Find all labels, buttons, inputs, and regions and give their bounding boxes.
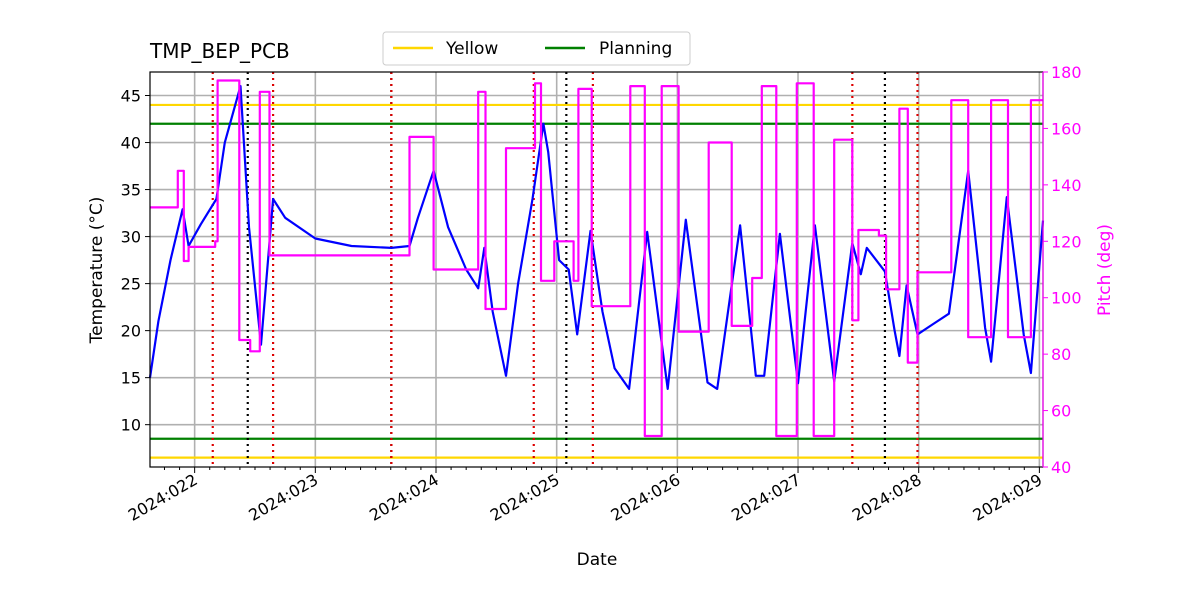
y2-tick-label: 140 [1051,176,1082,195]
y2-tick-label: 40 [1051,458,1071,477]
pitch-series-line [150,79,1043,438]
y-tick-label: 10 [121,416,141,435]
y2-tick-label: 60 [1051,402,1071,421]
legend: Yellow Planning [382,31,691,66]
y2-tick-label: 120 [1051,232,1082,251]
legend-box [382,31,691,66]
y-tick-label: 40 [121,134,141,153]
y2-tick-label: 100 [1051,289,1082,308]
y-tick-label: 30 [121,228,141,247]
y-tick-label: 35 [121,181,141,200]
y-tick-label: 20 [121,322,141,341]
y2-tick-label: 80 [1051,345,1071,364]
y-axis-label: Temperature (°C) [87,197,107,345]
x-axis-label: Date [577,550,618,570]
data-series [148,79,1045,438]
y2-tick-label: 180 [1051,63,1082,82]
y-tick-label: 45 [121,87,141,106]
legend-label-planning: Planning [599,39,672,59]
legend-label-yellow: Yellow [445,39,498,59]
y-tick-label: 25 [121,275,141,294]
limit-lines [150,103,1043,459]
y-tick-label: 15 [121,369,141,388]
y2-axis-label: Pitch (deg) [1095,224,1115,316]
chart-title: TMP_BEP_PCB [149,39,290,63]
y2-tick-label: 160 [1051,119,1082,138]
